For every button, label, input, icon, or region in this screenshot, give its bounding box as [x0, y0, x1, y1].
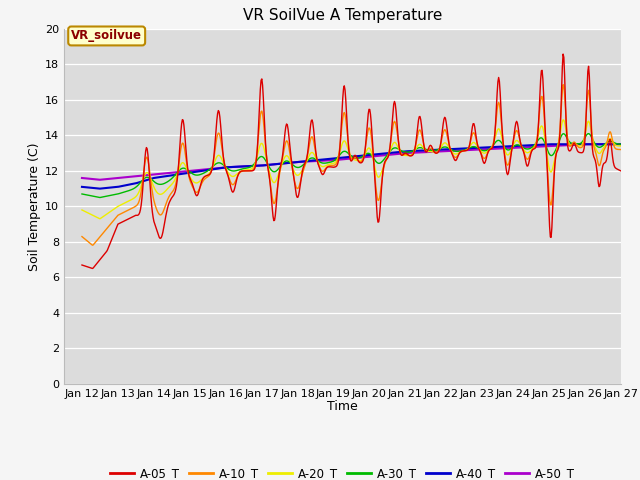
- Y-axis label: Soil Temperature (C): Soil Temperature (C): [28, 142, 41, 271]
- Text: VR_soilvue: VR_soilvue: [71, 29, 142, 42]
- Legend: A-05_T, A-10_T, A-20_T, A-30_T, A-40_T, A-50_T: A-05_T, A-10_T, A-20_T, A-30_T, A-40_T, …: [106, 462, 579, 480]
- Title: VR SoilVue A Temperature: VR SoilVue A Temperature: [243, 9, 442, 24]
- X-axis label: Time: Time: [327, 400, 358, 413]
